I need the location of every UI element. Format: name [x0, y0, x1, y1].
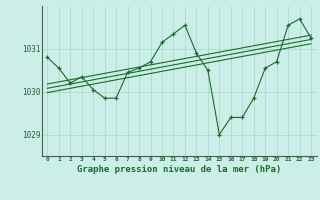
X-axis label: Graphe pression niveau de la mer (hPa): Graphe pression niveau de la mer (hPa)	[77, 165, 281, 174]
